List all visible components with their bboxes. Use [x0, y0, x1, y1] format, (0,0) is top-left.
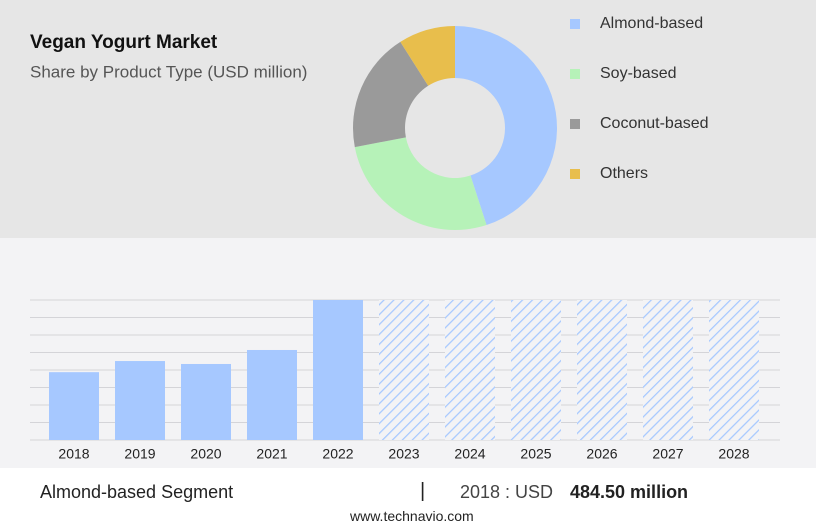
x-tick-label: 2027	[652, 446, 683, 462]
separator: |	[420, 480, 426, 502]
forecast-placeholder	[643, 300, 693, 440]
forecast-placeholder	[511, 300, 561, 440]
segment-label: Almond-based Segment	[40, 482, 234, 502]
legend-swatch	[570, 169, 580, 179]
x-tick-label: 2024	[454, 446, 485, 462]
highlight-label: 2018 : USD	[460, 482, 554, 502]
x-tick-label: 2025	[520, 446, 551, 462]
x-tick-label: 2019	[124, 446, 155, 462]
donut-slice	[400, 26, 455, 86]
source: www.technavio.com	[350, 508, 474, 524]
highlight-value: 484.50 million	[570, 482, 689, 502]
x-tick-label: 2022	[322, 446, 353, 462]
legend-swatch	[570, 69, 580, 79]
bar	[247, 349, 297, 440]
bar	[115, 361, 165, 440]
forecast-placeholder	[709, 300, 759, 440]
x-tick-label: 2021	[256, 446, 287, 462]
x-tick-label: 2026	[586, 446, 617, 462]
legend-swatch	[570, 19, 580, 29]
forecast-placeholder	[577, 300, 627, 440]
chart-title: Vegan Yogurt Market	[30, 32, 218, 53]
x-tick-label: 2018	[58, 446, 89, 462]
donut-slice	[353, 41, 429, 148]
legend-label: Almond-based	[600, 15, 703, 32]
donut-slice	[455, 26, 558, 226]
legend-label: Soy-based	[600, 65, 677, 82]
x-tick-label: 2023	[388, 446, 419, 462]
forecast-placeholder	[379, 300, 429, 440]
bar	[313, 300, 363, 440]
x-tick-label: 2020	[190, 446, 221, 462]
donut-slice	[354, 137, 487, 231]
forecast-placeholder	[445, 300, 495, 440]
bar	[181, 363, 231, 440]
x-tick-label: 2028	[718, 446, 749, 462]
legend-swatch	[570, 119, 580, 129]
bar	[49, 372, 99, 440]
legend-label: Others	[600, 165, 648, 182]
chart-subtitle: Share by Product Type (USD million)	[30, 62, 307, 81]
legend-label: Coconut-based	[600, 115, 709, 132]
